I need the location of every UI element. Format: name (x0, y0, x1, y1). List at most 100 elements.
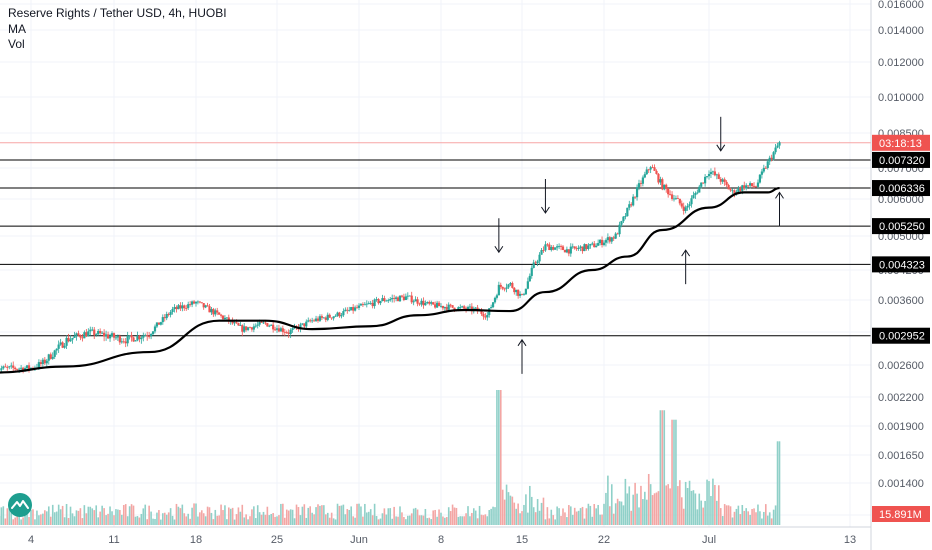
candle (47, 353, 50, 365)
candle (517, 289, 520, 299)
candle (563, 249, 567, 253)
volume-bar (231, 507, 234, 525)
volume-bar (142, 508, 145, 525)
volume-bar (189, 518, 191, 525)
candle (398, 295, 402, 302)
volume-bar (725, 505, 728, 525)
volume-bar (482, 515, 485, 525)
arrow-down-icon[interactable] (541, 179, 550, 214)
candle (729, 187, 732, 192)
y-tick-label: 0.002200 (878, 392, 924, 404)
arrow-down-icon[interactable] (494, 218, 504, 254)
candle (585, 243, 588, 251)
candle (192, 300, 196, 305)
arrow-up-icon[interactable] (775, 191, 784, 227)
candle (435, 300, 439, 308)
volume-bar (235, 514, 238, 525)
candle (540, 247, 543, 255)
candle (670, 191, 674, 201)
volume-bar (492, 506, 494, 525)
volume-bar (124, 504, 127, 525)
candle (426, 301, 429, 305)
volume-bar (581, 506, 584, 525)
candle (567, 249, 570, 257)
candle (589, 243, 592, 249)
candle (108, 333, 112, 342)
candle (766, 159, 769, 170)
volume-bar (566, 517, 568, 525)
volume-bar (763, 511, 765, 525)
volume-bar (122, 505, 125, 525)
arrow-up-icon[interactable] (517, 338, 527, 374)
volume-bar (299, 515, 302, 525)
volume-bar (214, 509, 217, 525)
candle (120, 338, 123, 344)
volume-bar (682, 508, 685, 525)
candle (414, 296, 417, 302)
volume-bar (251, 509, 253, 525)
volume-bar (459, 516, 462, 525)
volume-bar (644, 491, 646, 525)
candle (416, 296, 419, 307)
volume-bar (144, 504, 147, 525)
volume-bar (630, 510, 633, 525)
candle (116, 334, 120, 341)
candle (256, 321, 259, 329)
volume-bar (185, 516, 188, 525)
candle (591, 241, 594, 246)
volume-bar (352, 516, 354, 525)
candle (490, 304, 493, 309)
volume-bar (113, 515, 115, 525)
candle (75, 332, 78, 341)
volume-bar (577, 510, 580, 525)
volume-bar (455, 507, 458, 525)
volume-bar (661, 410, 664, 525)
volume-bar (393, 506, 395, 525)
candle (762, 164, 765, 174)
volume-bar (348, 509, 351, 525)
candle (565, 246, 569, 254)
volume-bar (73, 516, 76, 525)
candle (391, 294, 394, 303)
volume-bar (546, 507, 549, 525)
candle (595, 243, 598, 248)
candle (550, 245, 553, 252)
volume-bar (315, 507, 317, 525)
price-level-badge: 0.005250 (872, 218, 930, 235)
volume-bar (156, 512, 158, 525)
volume-bar (651, 495, 654, 525)
y-tick-label: 0.006000 (878, 194, 924, 206)
volume-bar (358, 503, 360, 525)
candle (12, 361, 15, 372)
volume-bar (548, 518, 551, 525)
candle (155, 322, 159, 328)
candle (124, 337, 127, 348)
volume-bar (44, 510, 46, 525)
arrow-up-icon[interactable] (681, 249, 691, 285)
x-tick-label: 25 (271, 534, 283, 546)
volume-bar (717, 485, 720, 525)
candle (412, 299, 415, 306)
volume-bar (751, 509, 753, 525)
candle (336, 311, 339, 317)
candle (713, 167, 716, 177)
candle (190, 300, 194, 308)
volume-bar (550, 509, 553, 525)
volume-bar (706, 479, 708, 525)
tradingview-logo-icon[interactable] (8, 493, 32, 517)
candle (330, 317, 333, 320)
volume-bar (628, 486, 631, 525)
volume-bar (624, 478, 627, 525)
volume-bar (570, 506, 572, 525)
candle (750, 182, 754, 188)
candle (27, 362, 31, 373)
volume-bar (667, 484, 669, 525)
volume-bar (694, 493, 697, 525)
svg-text:0.006336: 0.006336 (879, 183, 925, 195)
candle (608, 236, 611, 244)
candle (690, 195, 693, 208)
volume-bar (731, 517, 734, 525)
candle (704, 174, 707, 187)
candle (743, 181, 746, 191)
arrow-down-icon[interactable] (716, 116, 726, 152)
